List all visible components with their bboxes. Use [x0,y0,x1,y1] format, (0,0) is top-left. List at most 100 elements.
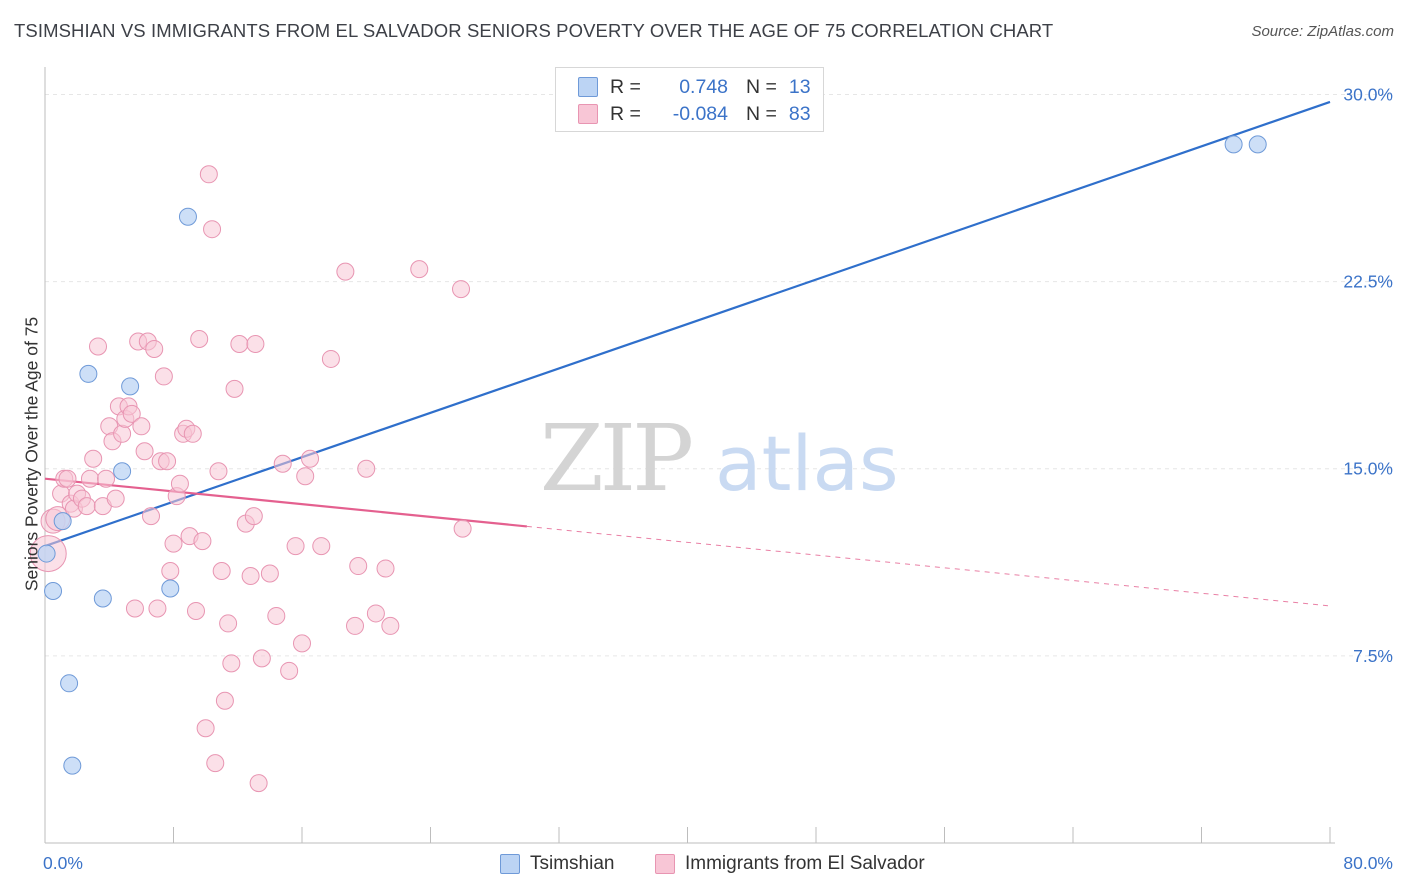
point-salvador [222,654,241,673]
point-salvador [190,329,209,348]
bottom-legend-salvador: Immigrants from El Salvador [655,852,925,876]
point-salvador [230,334,249,353]
point-salvador [164,534,183,553]
point-salvador [132,417,151,436]
point-salvador [241,567,260,586]
point-salvador [225,379,244,398]
point-salvador [77,497,96,516]
point-tsimshian [113,462,132,481]
point-salvador [246,334,265,353]
bottom-legend-swatch-salvador [655,854,675,874]
bottom-legend-label-salvador: Immigrants from El Salvador [685,853,925,874]
point-salvador [145,339,164,358]
point-salvador [293,634,311,653]
point-salvador [212,562,231,581]
trend-line-dashed-1 [526,525,1331,607]
point-salvador [122,404,141,423]
point-salvador [183,424,202,443]
point-salvador [215,691,234,710]
point-tsimshian [121,377,140,396]
point-salvador [196,719,215,738]
point-tsimshian [1248,135,1267,154]
point-salvador [158,452,177,471]
point-salvador [58,469,77,488]
point-salvador [206,754,225,773]
legend-n-label: N = [746,102,777,125]
legend-n-value: 83 [788,102,811,125]
point-salvador [267,606,286,625]
point-salvador [106,489,125,508]
point-salvador [186,601,205,620]
legend-r-value: -0.084 [672,102,728,125]
axes [44,67,1335,844]
point-salvador [154,367,173,386]
point-salvador [252,649,271,668]
point-salvador [199,165,218,184]
y-tick-label: 7.5% [1353,646,1393,666]
point-salvador [349,557,368,576]
point-salvador [97,469,116,488]
point-tsimshian [178,207,197,226]
legend-row-salvador: R = -0.084 N = 83 [578,102,811,126]
legend-r-label: R = [610,102,641,125]
point-tsimshian [37,544,56,563]
trend-line-solid-1 [44,477,527,528]
point-salvador [452,280,471,299]
point-salvador [193,532,212,551]
chart-title: TSIMSHIAN VS IMMIGRANTS FROM EL SALVADOR… [14,20,1054,41]
y-tick-label: 15.0% [1343,459,1393,479]
point-tsimshian [60,674,79,693]
legend-r-label: R = [610,75,641,98]
point-salvador [346,616,365,635]
legend-swatch-salvador [578,104,598,124]
point-salvador [312,537,331,556]
point-salvador [260,564,279,583]
point-salvador [410,260,429,279]
bottom-legend-label-tsimshian: Tsimshian [530,853,615,874]
point-salvador [296,467,315,486]
point-salvador [249,774,268,793]
point-salvador [244,507,263,526]
stats-legend: R = 0.748 N = 13 R = -0.084 N = 83 [555,67,824,132]
source-label: Source: ZipAtlas.com [1251,23,1394,40]
point-salvador [170,474,189,493]
y-tick-label: 30.0% [1343,84,1393,104]
point-tsimshian [93,589,112,608]
point-salvador [280,661,299,680]
point-salvador [376,559,395,578]
point-salvador [336,262,355,281]
point-salvador [286,537,305,556]
x-tick-label-min: 0.0% [43,853,83,873]
point-tsimshian [44,581,63,600]
point-tsimshian [53,512,72,531]
bottom-legend-swatch-tsimshian [500,854,520,874]
point-salvador [148,599,167,618]
bottom-legend-tsimshian: Tsimshian [500,852,614,876]
point-salvador [135,442,154,461]
tick-labels: 7.5% 15.0% 22.5% 30.0% 0.0% 80.0% [43,84,1393,873]
data-points [29,135,1267,793]
watermark-zip: ZIP [540,405,691,512]
point-salvador [80,469,99,488]
trend-line-0 [44,100,1331,548]
point-salvador [301,449,320,468]
point-tsimshian [63,756,82,775]
point-salvador [142,507,161,526]
point-salvador [321,349,340,368]
legend-r-value: 0.748 [679,75,728,98]
legend-swatch-tsimshian [578,77,598,97]
y-tick-label: 22.5% [1343,272,1393,292]
point-salvador [203,220,222,239]
point-tsimshian [1224,135,1243,154]
watermark-atlas: atlas [715,419,899,508]
y-axis-label: Seniors Poverty Over the Age of 75 [21,316,42,592]
point-tsimshian [79,364,98,383]
legend-n-label: N = [746,75,777,98]
point-salvador [357,459,376,478]
point-salvador [89,337,108,356]
point-salvador [381,616,400,635]
point-tsimshian [161,579,180,598]
watermark: ZIP atlas [540,405,899,512]
point-salvador [125,599,144,618]
